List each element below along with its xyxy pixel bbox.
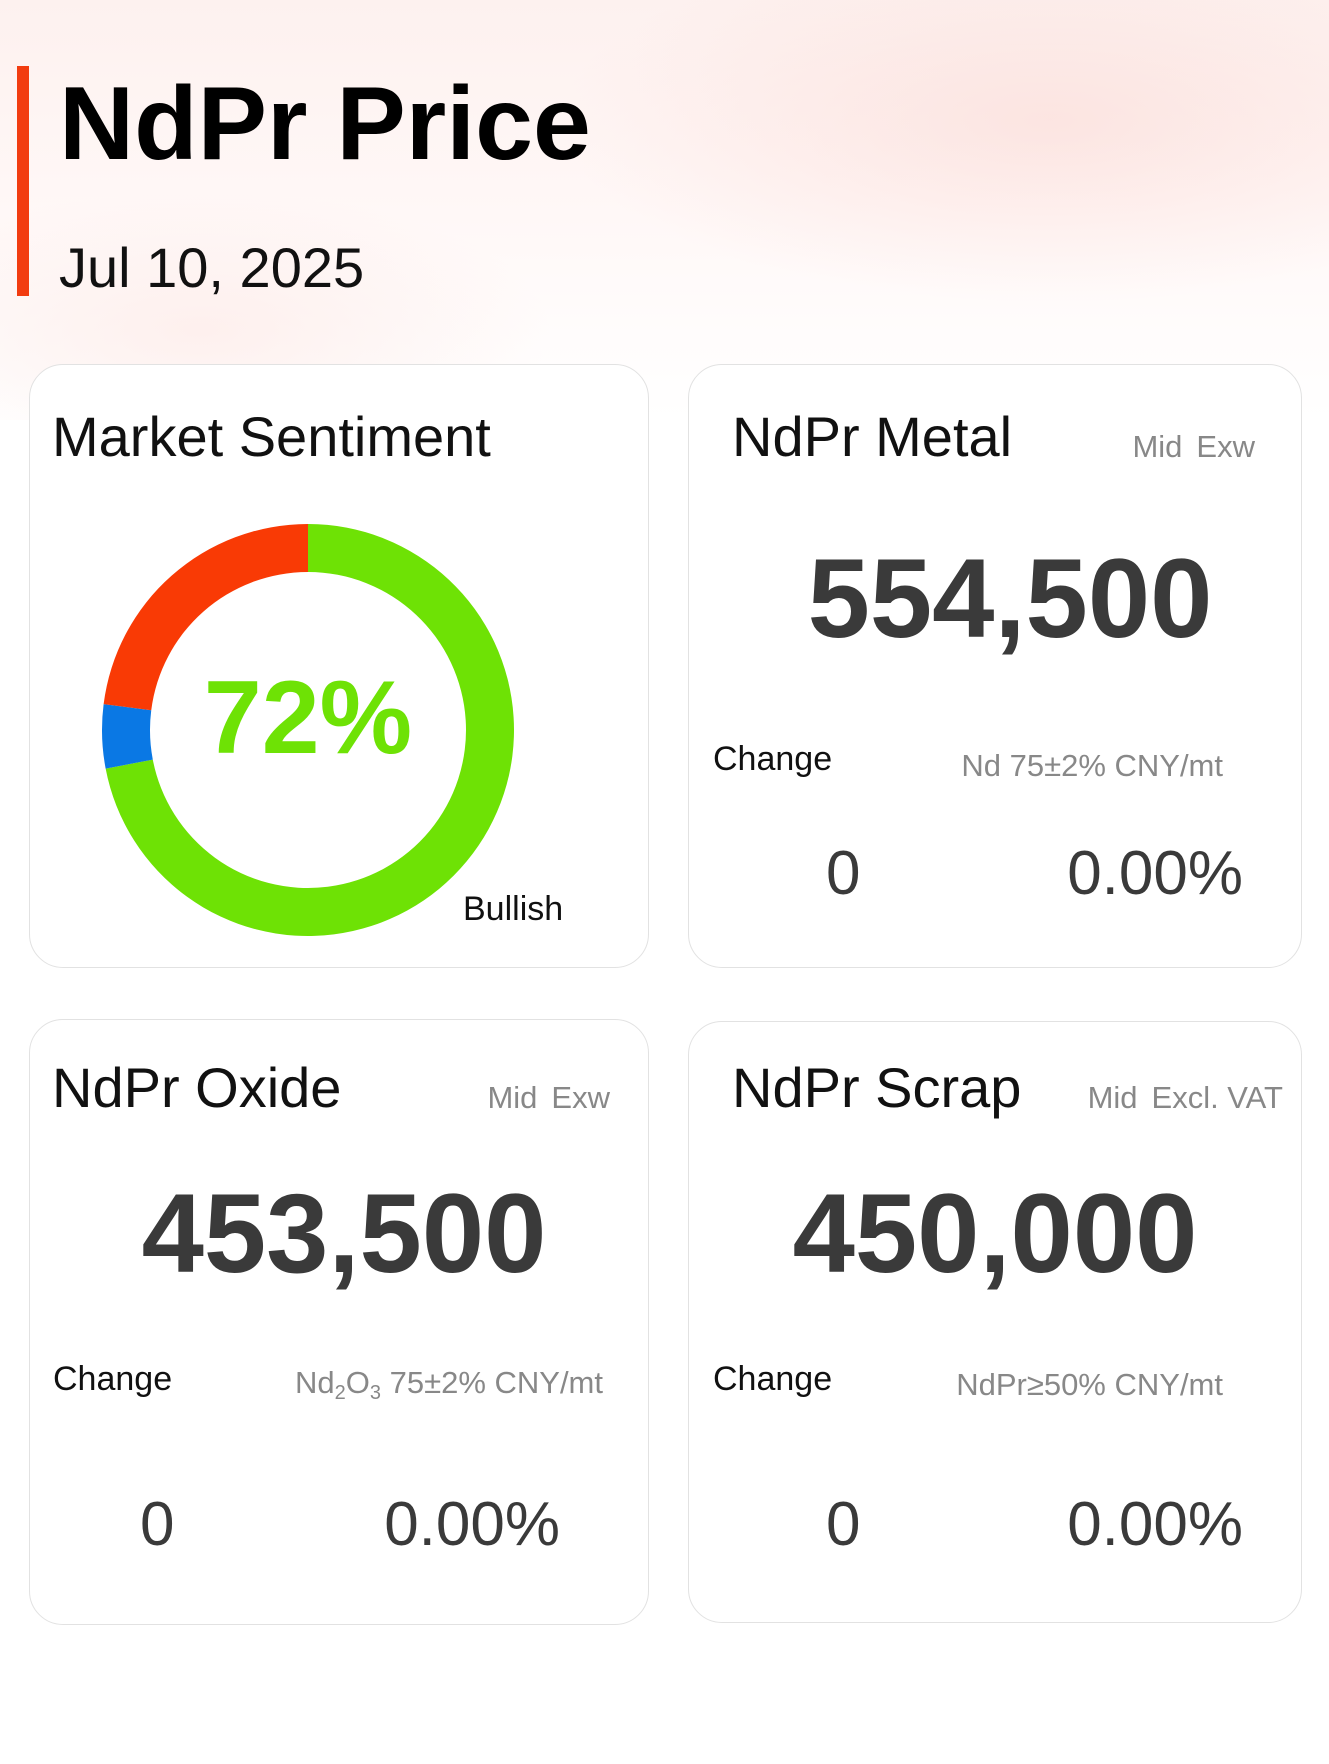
change-absolute: 0 <box>826 839 861 908</box>
price-value: 554,500 <box>807 536 1213 661</box>
change-label: Change <box>713 1360 833 1398</box>
header-background <box>0 0 1329 420</box>
tag-exw: Exw <box>551 1080 610 1115</box>
tag-mid: Mid <box>1132 429 1183 464</box>
change-percent: 0.00% <box>384 1490 560 1559</box>
spec-label: Nd2O3 75±2% CNY/mt <box>294 1365 603 1404</box>
page-date: Jul 10, 2025 <box>59 236 365 299</box>
sentiment-percentage: 72% <box>203 660 413 776</box>
sentiment-label: Bullish <box>463 890 564 928</box>
donut-slice-bearish <box>103 524 308 711</box>
tag-mid: Mid <box>1087 1080 1138 1115</box>
change-absolute: 0 <box>140 1490 175 1559</box>
accent-bar <box>17 66 29 296</box>
price-value: 450,000 <box>792 1171 1198 1296</box>
spec-label: Nd 75±2% CNY/mt <box>961 748 1223 783</box>
price-basis: Mid Excl. VAT <box>1088 1082 1283 1113</box>
card-title: NdPr Metal <box>732 405 1013 468</box>
sentiment-donut-chart <box>102 524 514 936</box>
tag-mid: Mid <box>487 1080 538 1115</box>
tag-excl-vat: Excl. VAT <box>1151 1080 1283 1115</box>
page-header: NdPr Price Jul 10, 2025 <box>17 66 917 296</box>
change-absolute: 0 <box>826 1490 861 1559</box>
spec-label: NdPr≥50% CNY/mt <box>956 1367 1223 1402</box>
tag-exw: Exw <box>1196 429 1255 464</box>
card-title: Market Sentiment <box>52 405 491 468</box>
card-title: NdPr Scrap <box>732 1056 1022 1119</box>
ndpr-oxide-card: NdPr Oxide Mid Exw 453,500 Change Nd2O3 7… <box>29 1019 649 1625</box>
ndpr-metal-card: NdPr Metal Mid Exw 554,500 Change Nd 75±2… <box>688 364 1302 968</box>
change-percent: 0.00% <box>1067 839 1243 908</box>
change-label: Change <box>713 740 833 778</box>
page-title: NdPr Price <box>59 66 591 182</box>
donut-slice-neutral <box>102 704 153 769</box>
change-label: Change <box>53 1360 173 1398</box>
change-percent: 0.00% <box>1067 1490 1243 1559</box>
ndpr-scrap-card: NdPr Scrap Mid Excl. VAT 450,000 Change N… <box>688 1021 1302 1623</box>
card-title: NdPr Oxide <box>52 1056 342 1119</box>
price-basis: Mid Exw <box>487 1082 610 1113</box>
price-value: 453,500 <box>141 1171 547 1296</box>
price-basis: Mid Exw <box>1132 431 1255 462</box>
